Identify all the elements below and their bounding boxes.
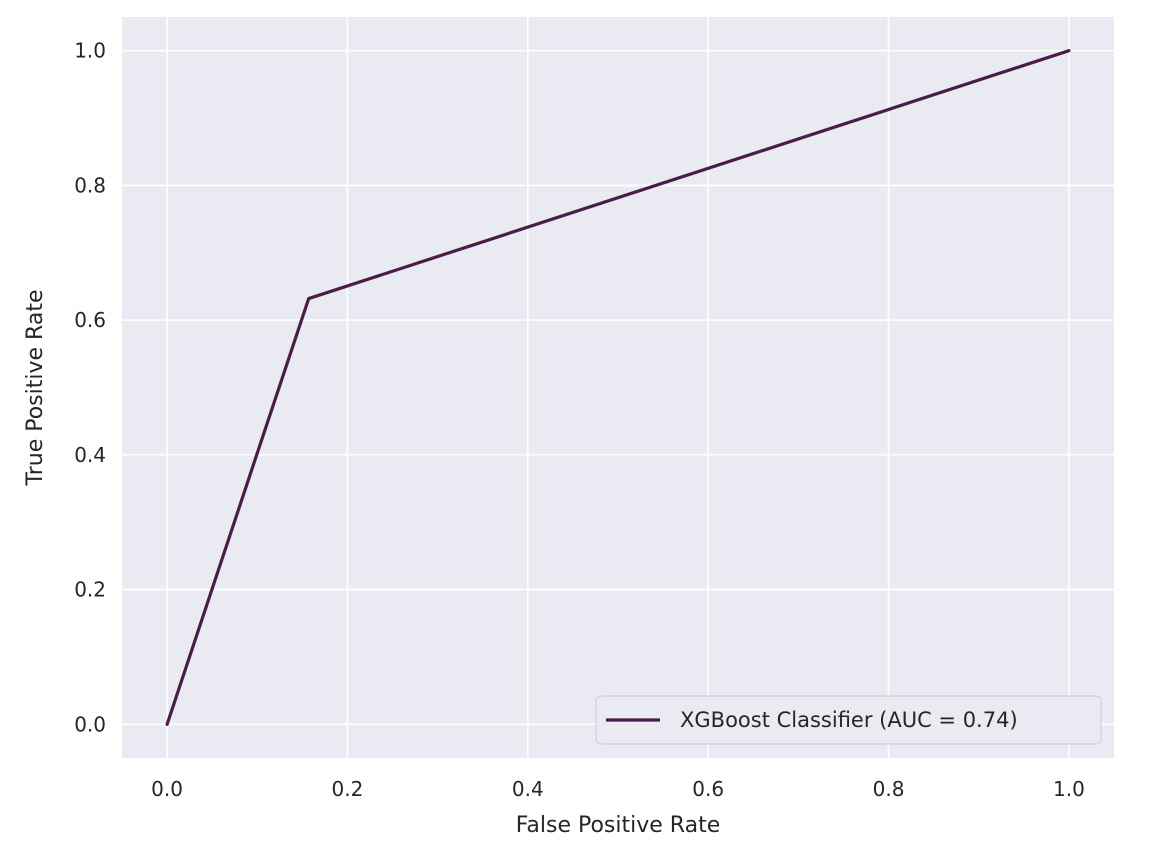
y-tick-label: 1.0 [74,39,106,63]
y-tick-label: 0.2 [74,578,106,602]
y-tick-label: 0.8 [74,173,106,197]
y-tick-label: 0.0 [74,712,106,736]
series-line-0 [165,49,1071,726]
x-tick-label: 0.0 [151,777,183,801]
legend-label: XGBoost Classifier (AUC = 0.74) [680,708,1018,732]
x-tick-label: 1.0 [1053,777,1085,801]
x-axis-label: False Positive Rate [516,813,720,838]
y-axis-label: True Positive Rate [23,290,48,487]
x-tick-label: 0.6 [692,777,724,801]
x-tick-label: 0.8 [873,777,905,801]
x-tick-label: 0.4 [512,777,544,801]
plot-background [122,17,1114,758]
y-tick-label: 0.6 [74,308,106,332]
x-tick-label: 0.2 [332,777,364,801]
y-tick-label: 0.4 [74,443,106,467]
legend-box [595,695,1102,745]
